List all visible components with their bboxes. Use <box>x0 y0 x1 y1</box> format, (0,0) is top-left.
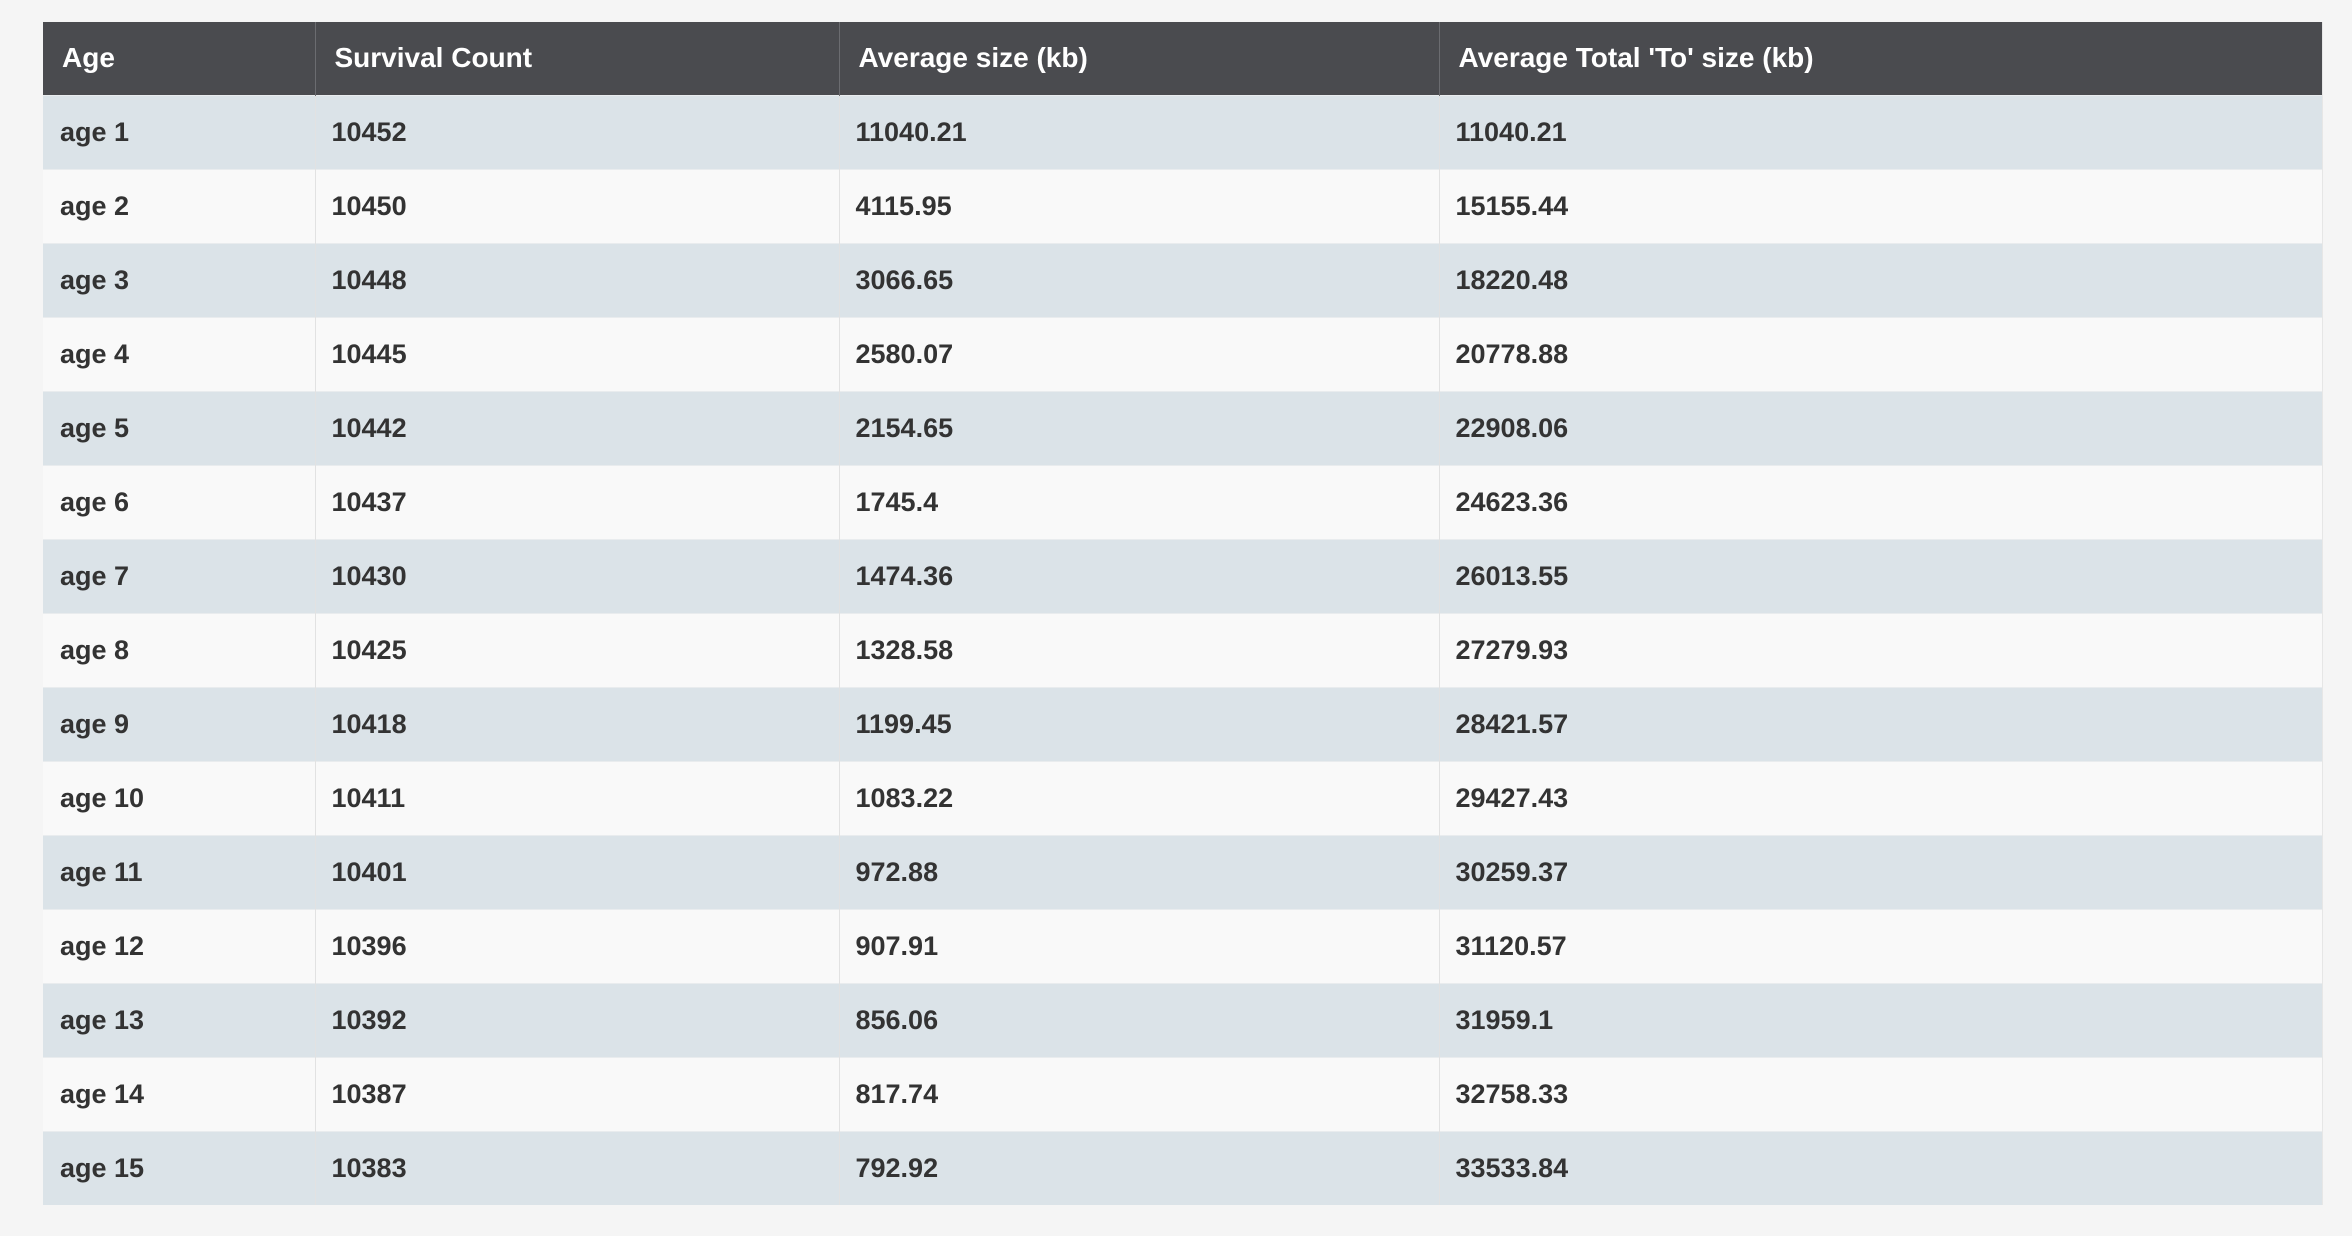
table-row: age 15 10383 792.92 33533.84 <box>43 1130 2322 1205</box>
cell-average-total-to-size: 11040.21 <box>1438 94 2322 169</box>
cell-average-total-to-size: 31959.1 <box>1438 982 2322 1057</box>
cell-average-size: 1474.36 <box>838 538 1439 613</box>
cell-average-size: 972.88 <box>838 834 1439 909</box>
cell-survival-count: 10425 <box>314 612 839 687</box>
cell-age: age 12 <box>43 908 315 983</box>
cell-age: age 8 <box>43 612 315 687</box>
cell-average-size: 3066.65 <box>838 242 1439 317</box>
cell-average-size: 907.91 <box>838 908 1439 983</box>
cell-survival-count: 10448 <box>314 242 839 317</box>
cell-average-total-to-size: 28421.57 <box>1438 686 2322 761</box>
cell-average-total-to-size: 20778.88 <box>1438 316 2322 391</box>
cell-survival-count: 10396 <box>314 908 839 983</box>
cell-average-total-to-size: 33533.84 <box>1438 1130 2322 1205</box>
cell-survival-count: 10452 <box>314 94 839 169</box>
cell-average-size: 11040.21 <box>838 94 1439 169</box>
cell-age: age 6 <box>43 464 315 539</box>
cell-average-size: 2154.65 <box>838 390 1439 465</box>
table-row: age 3 10448 3066.65 18220.48 <box>43 242 2322 317</box>
cell-average-size: 817.74 <box>838 1056 1439 1131</box>
cell-age: age 11 <box>43 834 315 909</box>
table-row: age 2 10450 4115.95 15155.44 <box>43 168 2322 243</box>
table-row: age 7 10430 1474.36 26013.55 <box>43 538 2322 613</box>
cell-survival-count: 10437 <box>314 464 839 539</box>
cell-survival-count: 10383 <box>314 1130 839 1205</box>
table-row: age 12 10396 907.91 31120.57 <box>43 908 2322 983</box>
cell-age: age 10 <box>43 760 315 835</box>
table-row: age 1 10452 11040.21 11040.21 <box>43 94 2322 169</box>
cell-average-size: 1083.22 <box>838 760 1439 835</box>
cell-age: age 1 <box>43 94 315 169</box>
cell-age: age 4 <box>43 316 315 391</box>
table-row: age 9 10418 1199.45 28421.57 <box>43 686 2322 761</box>
cell-average-size: 792.92 <box>838 1130 1439 1205</box>
cell-average-size: 1328.58 <box>838 612 1439 687</box>
data-table-container: Age Survival Count Average size (kb) Ave… <box>43 22 2323 1205</box>
table-row: age 8 10425 1328.58 27279.93 <box>43 612 2322 687</box>
cell-survival-count: 10411 <box>314 760 839 835</box>
cell-age: age 13 <box>43 982 315 1057</box>
cell-survival-count: 10442 <box>314 390 839 465</box>
cell-age: age 14 <box>43 1056 315 1131</box>
table-row: age 4 10445 2580.07 20778.88 <box>43 316 2322 391</box>
table-body: age 1 10452 11040.21 11040.21 age 2 10450 4115… <box>43 94 2322 1205</box>
cell-survival-count: 10430 <box>314 538 839 613</box>
cell-average-total-to-size: 30259.37 <box>1438 834 2322 909</box>
table-row: age 14 10387 817.74 32758.33 <box>43 1056 2322 1131</box>
cell-average-size: 4115.95 <box>838 168 1439 243</box>
cell-survival-count: 10450 <box>314 168 839 243</box>
cell-age: age 5 <box>43 390 315 465</box>
cell-average-total-to-size: 26013.55 <box>1438 538 2322 613</box>
cell-survival-count: 10401 <box>314 834 839 909</box>
header-average-total-to-size: Average Total 'To' size (kb) <box>1438 22 2322 95</box>
cell-age: age 2 <box>43 168 315 243</box>
table-row: age 11 10401 972.88 30259.37 <box>43 834 2322 909</box>
cell-average-total-to-size: 22908.06 <box>1438 390 2322 465</box>
cell-survival-count: 10392 <box>314 982 839 1057</box>
cell-age: age 15 <box>43 1130 315 1205</box>
cell-age: age 7 <box>43 538 315 613</box>
cell-survival-count: 10418 <box>314 686 839 761</box>
table-header: Age Survival Count Average size (kb) Ave… <box>43 22 2322 95</box>
cell-age: age 3 <box>43 242 315 317</box>
age-survival-table: Age Survival Count Average size (kb) Ave… <box>43 22 2322 1205</box>
cell-survival-count: 10387 <box>314 1056 839 1131</box>
cell-average-total-to-size: 32758.33 <box>1438 1056 2322 1131</box>
header-average-size: Average size (kb) <box>838 22 1439 95</box>
header-survival-count: Survival Count <box>314 22 839 95</box>
table-row: age 10 10411 1083.22 29427.43 <box>43 760 2322 835</box>
cell-age: age 9 <box>43 686 315 761</box>
cell-average-total-to-size: 18220.48 <box>1438 242 2322 317</box>
cell-average-total-to-size: 15155.44 <box>1438 168 2322 243</box>
table-row: age 13 10392 856.06 31959.1 <box>43 982 2322 1057</box>
cell-average-size: 2580.07 <box>838 316 1439 391</box>
cell-average-total-to-size: 24623.36 <box>1438 464 2322 539</box>
cell-average-size: 1199.45 <box>838 686 1439 761</box>
cell-average-total-to-size: 31120.57 <box>1438 908 2322 983</box>
cell-average-total-to-size: 29427.43 <box>1438 760 2322 835</box>
cell-average-size: 856.06 <box>838 982 1439 1057</box>
cell-average-size: 1745.4 <box>838 464 1439 539</box>
cell-survival-count: 10445 <box>314 316 839 391</box>
cell-average-total-to-size: 27279.93 <box>1438 612 2322 687</box>
table-row: age 5 10442 2154.65 22908.06 <box>43 390 2322 465</box>
header-age: Age <box>62 42 115 74</box>
table-header-row: Age Survival Count Average size (kb) Ave… <box>43 22 2322 95</box>
table-row: age 6 10437 1745.4 24623.36 <box>43 464 2322 539</box>
